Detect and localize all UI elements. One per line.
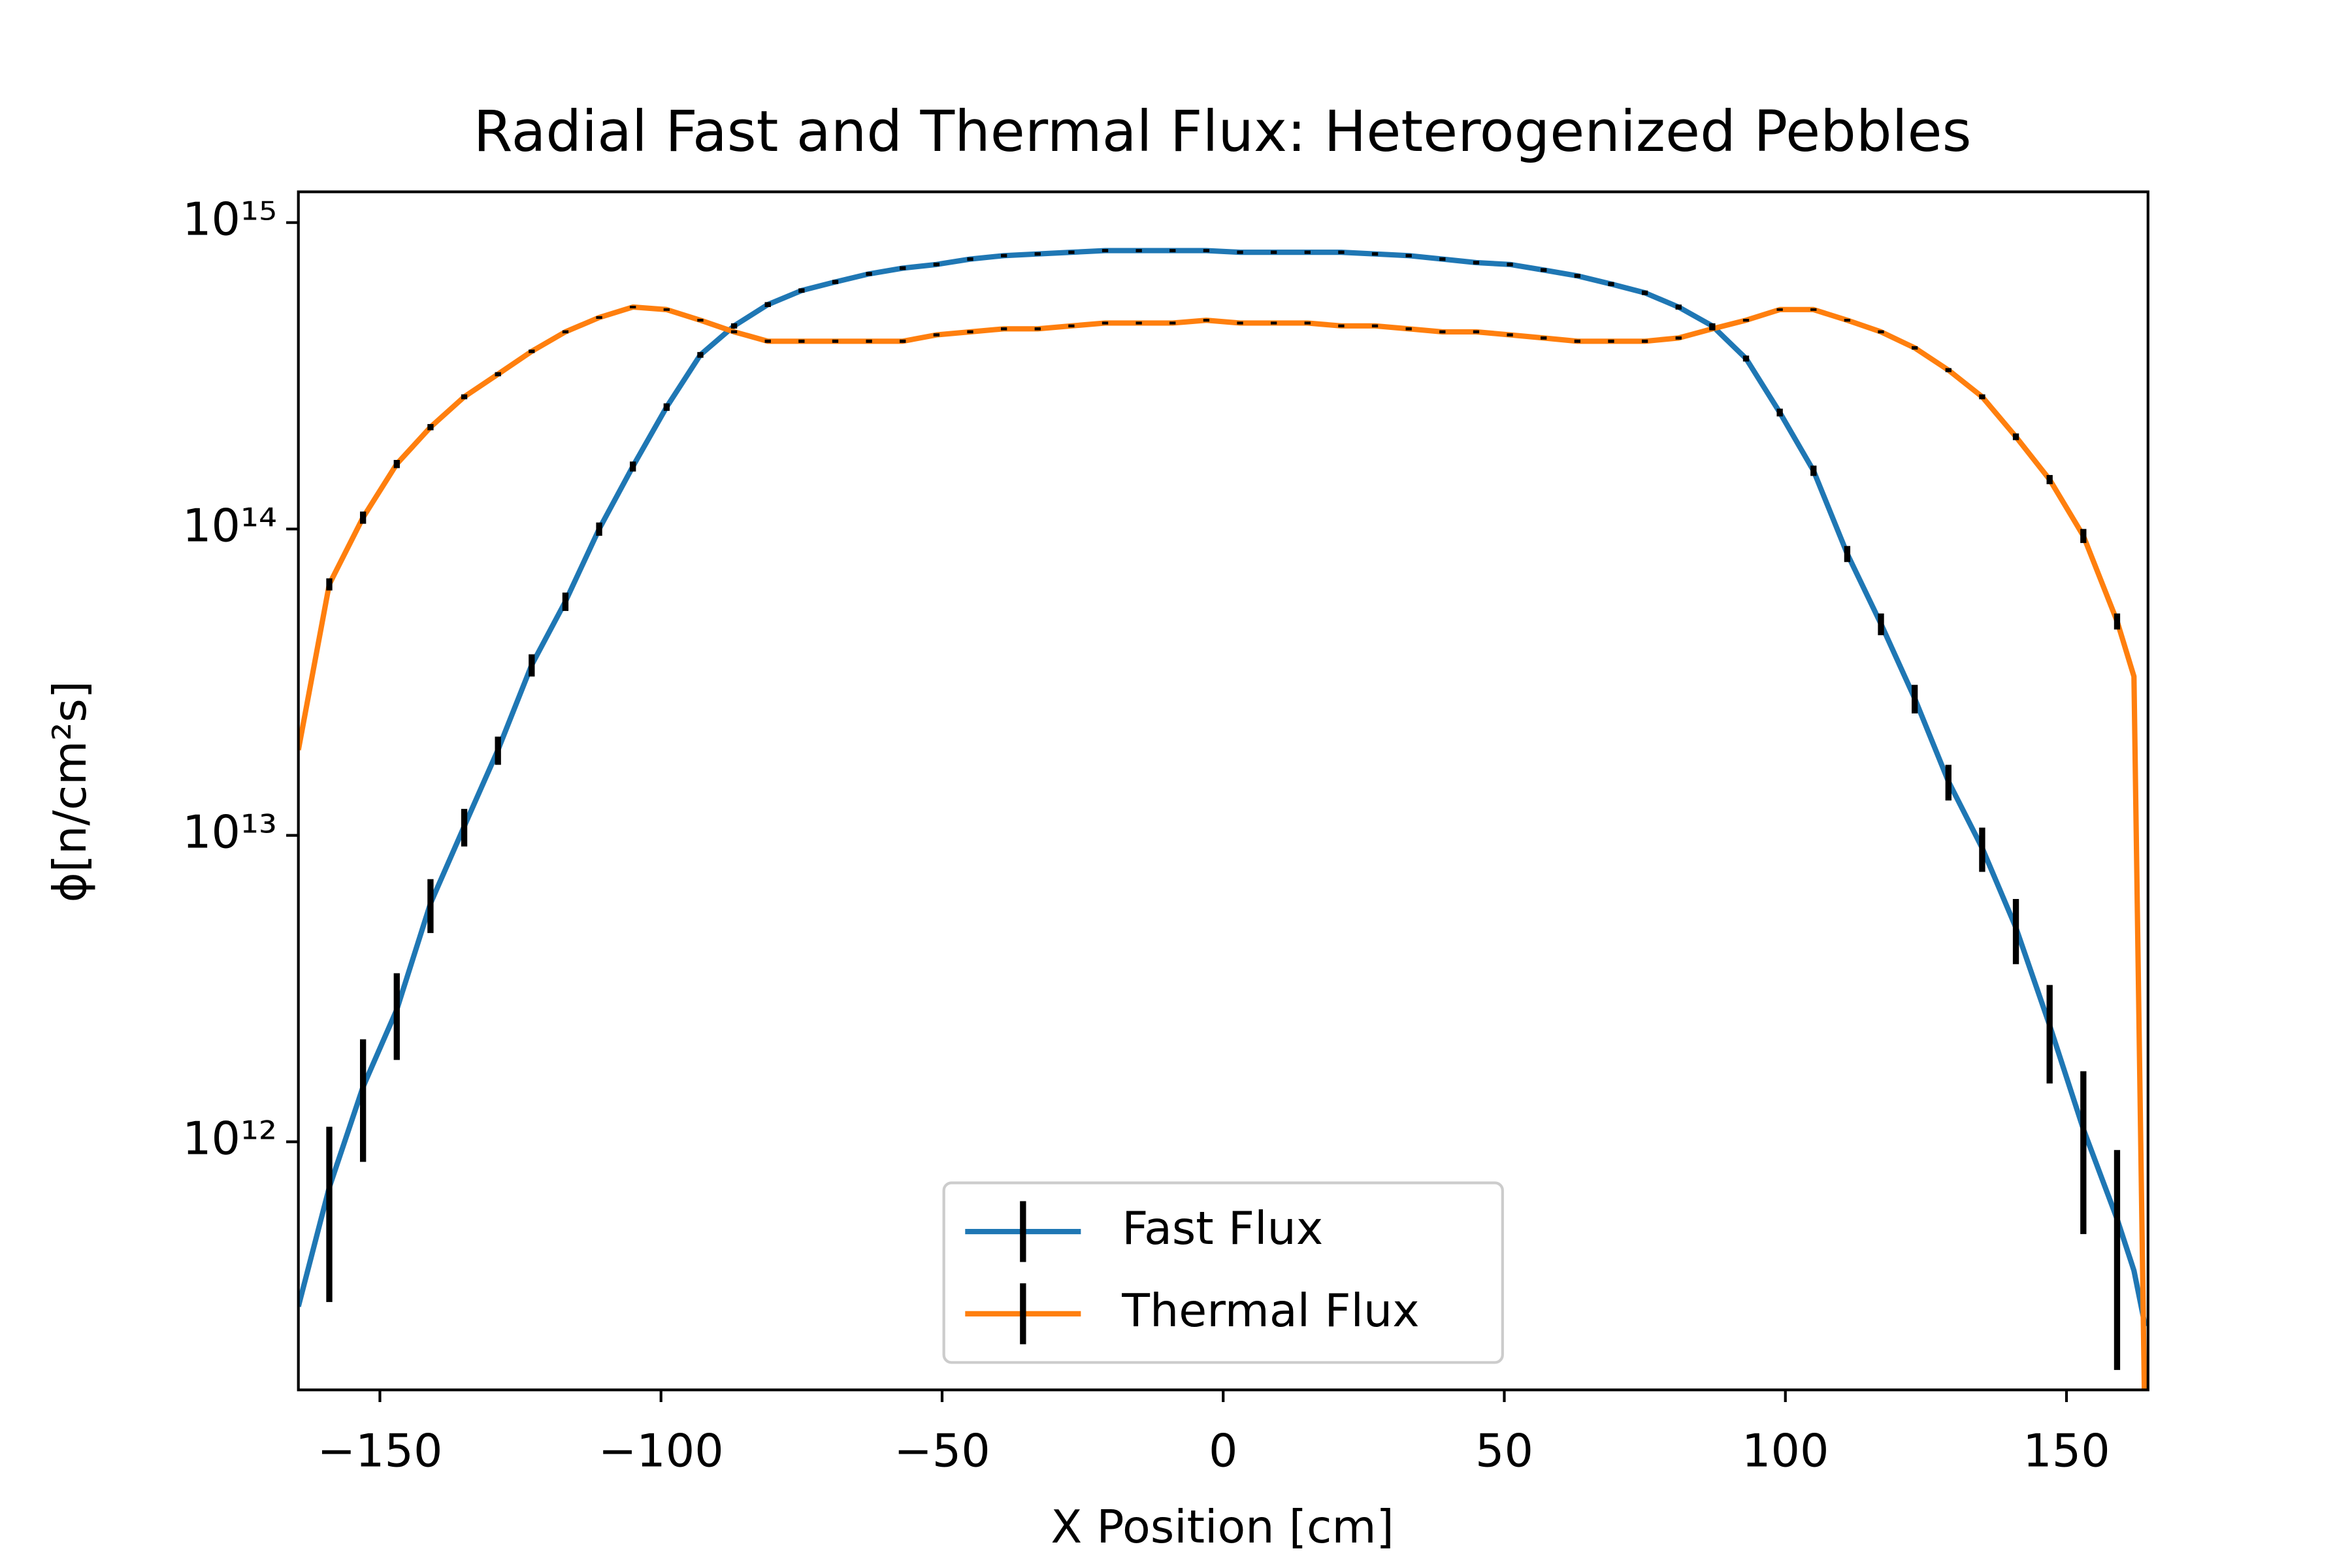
x-tick-label: 50 — [1475, 1424, 1533, 1477]
legend-box — [942, 1181, 1504, 1364]
legend-label: Fast Flux — [1122, 1202, 1323, 1255]
x-tick-label: 150 — [2023, 1424, 2110, 1477]
y-tick-label: 10¹³ — [182, 806, 277, 859]
x-axis-label: X Position [cm] — [1051, 1501, 1394, 1554]
x-tick-label: 0 — [1209, 1424, 1237, 1477]
legend-label: Thermal Flux — [1121, 1284, 1419, 1337]
y-tick-label: 10¹⁴ — [182, 500, 277, 553]
y-tick-label: 10¹² — [182, 1113, 277, 1166]
y-tick-label: 10¹⁵ — [182, 193, 277, 246]
y-axis-label: ϕ[n/cm²s] — [44, 681, 97, 902]
x-tick-label: 100 — [1742, 1424, 1829, 1477]
legend: Fast Flux Thermal Flux — [942, 1181, 1504, 1364]
plot-area — [298, 248, 2148, 1390]
chart-title: Radial Fast and Thermal Flux: Heterogeni… — [474, 99, 1972, 165]
x-tick-label: −100 — [598, 1424, 724, 1477]
x-tick-label: −50 — [894, 1424, 990, 1477]
x-tick-label: −150 — [317, 1424, 442, 1477]
